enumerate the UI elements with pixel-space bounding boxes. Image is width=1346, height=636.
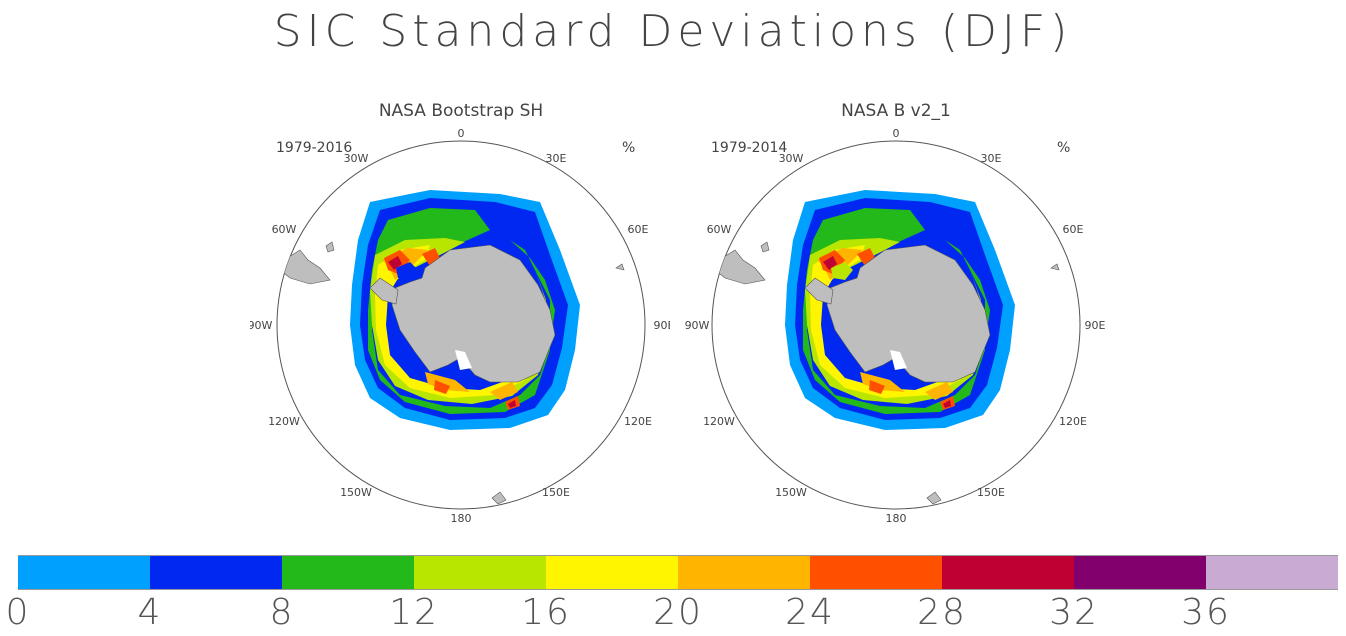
colorbar-segment [1074,556,1206,589]
colorbar-segment [1206,556,1338,589]
colorbar-segment [18,556,150,589]
colorbar-tick-label: 0 [5,592,31,633]
lon-label: 60E [628,223,649,236]
lon-label: 150E [977,486,1005,499]
island [491,491,507,505]
lon-label: 120W [268,415,300,428]
island [926,491,942,505]
lon-label: 90W [685,319,710,332]
colorbar-tick-label: 16 [521,592,571,633]
peninsula [804,277,834,305]
colorbar [18,555,1338,590]
colorbar-tick-label: 20 [653,592,703,633]
colorbar-segment [810,556,942,589]
colorbar-segment [678,556,810,589]
lon-label: 90E [654,319,670,332]
lon-label: 30W [779,152,804,165]
peninsula [369,277,399,305]
colorbar-segment [942,556,1074,589]
antarctica-landmass-icon [804,244,991,383]
sic-band-3-inner [831,262,853,280]
panel-title: NASA Bootstrap SH [379,101,543,121]
lon-label: 120E [624,415,652,428]
panel-period: 1979-2014 [711,140,787,156]
lon-label: 60E [1063,223,1084,236]
sic-band-1-inner [396,262,418,280]
colorbar-tick-label: 28 [917,592,967,633]
island [1050,263,1060,271]
lon-label: 90W [250,319,273,332]
lon-label: 90E [1085,319,1105,332]
colorbar-tick-label: 12 [389,592,439,633]
panel-title: NASA B v2_1 [841,101,951,121]
lon-label: 30E [546,152,567,165]
sic-band-3 [370,238,550,404]
lon-label: 0 [458,127,465,140]
colorbar-segment [546,556,678,589]
colorbar-segment [414,556,546,589]
unit-label: % [622,140,635,156]
colorbar-segment [282,556,414,589]
lon-label: 30E [981,152,1002,165]
lon-label: 60W [272,223,297,236]
lon-label: 0 [893,127,900,140]
colorbar-tick-label: 32 [1049,592,1099,633]
lon-label: 180 [886,512,907,525]
ross-ice-notch [890,350,907,370]
antarctica-landmass-icon [369,244,556,383]
lon-label: 120E [1059,415,1087,428]
lon-label: 150W [775,486,807,499]
island [615,263,625,271]
lon-label: 120W [703,415,735,428]
main-title: SIC Standard Deviations (DJF) [273,6,1073,57]
lon-label: 60W [707,223,732,236]
map-panel-right: NASA B v2_1 1979-2014 % 0 30E 60E 90E 12 [685,101,1105,525]
ross-ice-notch [455,350,472,370]
longitude-labels: 0 30E 60E 90E 120E 150E 180 150W 120W 90… [685,127,1105,525]
lon-label: 30W [344,152,369,165]
colorbar-segment [150,556,282,589]
lon-label: 150W [340,486,372,499]
sic-band-3 [805,238,985,404]
unit-label: % [1057,140,1070,156]
map-panel-left: NASA Bootstrap SH 1979-2016 % 0 30E 60E … [250,101,670,525]
lon-label: 180 [451,512,472,525]
panel-period: 1979-2016 [276,140,352,156]
lon-label: 150E [542,486,570,499]
island [325,241,335,253]
colorbar-tick-label: 8 [269,592,295,633]
colorbar-tick-label: 4 [137,592,163,633]
colorbar-tick-label: 24 [785,592,835,633]
colorbar-tick-label: 36 [1181,592,1231,633]
island [760,241,770,253]
colorbar-labels: 0 4 8 12 16 20 24 28 32 36 [0,592,1346,636]
longitude-labels: 0 30E 60E 90E 120E 150E 180 150W 120W 90… [250,127,670,525]
